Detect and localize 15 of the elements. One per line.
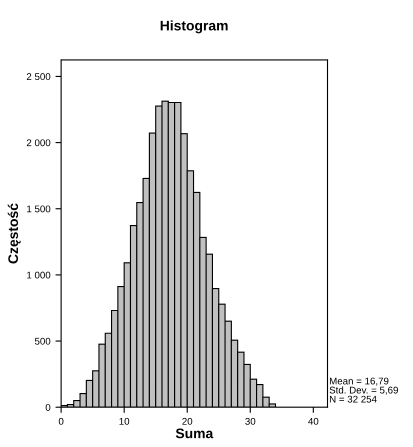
y-tick-label: 2 500 (26, 73, 50, 80)
chart-title: Histogram (160, 20, 228, 34)
text: Mean = 16,79 Std. Dev. = 5,69 N = 32 254 (330, 378, 398, 403)
x-tick-label: 10 (120, 418, 130, 425)
y-tick-label: 1 500 (27, 205, 50, 212)
y-tick-label: 0 (46, 404, 50, 411)
x-axis-title: Suma (176, 428, 214, 438)
x-tick-label: 0 (58, 418, 64, 425)
x-tick-label: 40 (308, 418, 318, 425)
y-tick-label: 500 (34, 338, 50, 345)
x-tick-label: 20 (182, 418, 192, 425)
y-tick-label: 1 000 (27, 272, 50, 279)
y-axis-title: Częstość (8, 203, 21, 264)
x-tick-label: 30 (245, 418, 256, 425)
y-tick-label: 2 000 (26, 139, 50, 146)
